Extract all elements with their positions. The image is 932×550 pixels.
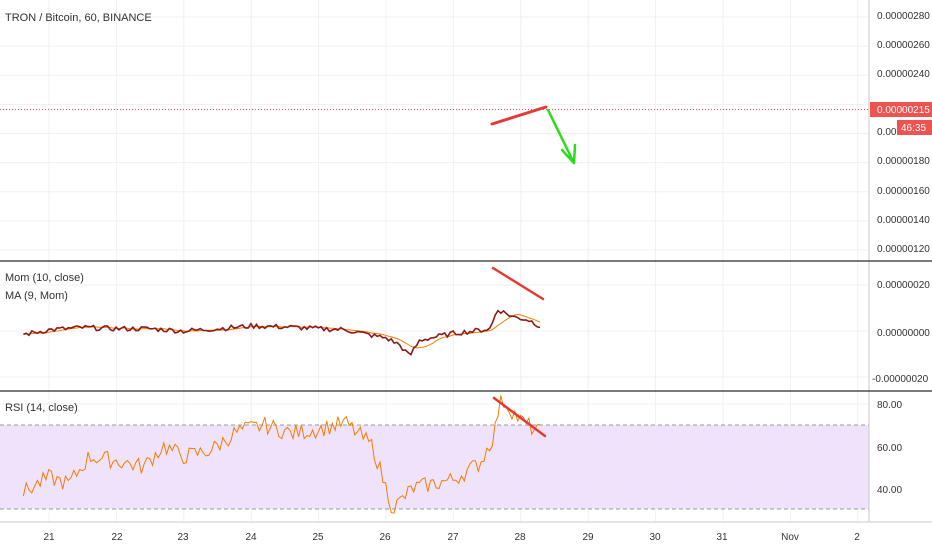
time-tick: 31 — [716, 532, 728, 543]
time-tick: 26 — [379, 532, 391, 543]
price-tick: 0.00000120 — [877, 244, 930, 255]
chart-title: TRON / Bitcoin, 60, BINANCE — [5, 12, 152, 24]
rsi-tick: 80.00 — [877, 400, 902, 411]
mom-axis[interactable]: 0.00000020 0.00000000 -0.00000020 — [872, 280, 930, 385]
time-tick: Nov — [781, 532, 799, 543]
trendline-price — [490, 105, 548, 126]
time-tick: 28 — [514, 532, 526, 543]
time-tick: 29 — [582, 532, 594, 543]
time-tick: 25 — [312, 532, 324, 543]
time-tick: 22 — [111, 532, 123, 543]
time-axis[interactable]: 21 22 23 24 25 26 27 28 29 30 31 Nov 2 — [43, 532, 860, 543]
arrow-down-head-icon — [560, 143, 577, 165]
mom-tick: -0.00000020 — [872, 374, 929, 385]
price-tick: 0.00000260 — [877, 40, 930, 51]
price-tick: 0.00000240 — [877, 69, 930, 80]
trendline-mom — [491, 266, 545, 301]
rsi-title: RSI (14, close) — [5, 402, 78, 414]
rsi-series-line — [22, 395, 541, 514]
time-tick: 2 — [854, 532, 860, 543]
price-tick: 0.00000140 — [877, 215, 930, 226]
rsi-axis[interactable]: 80.00 60.00 40.00 — [877, 400, 902, 496]
ma-title: MA (9, Mom) — [5, 290, 68, 302]
time-tick: 21 — [43, 532, 55, 543]
trendline-rsi — [492, 396, 547, 438]
countdown-label: 46:35 — [901, 123, 926, 134]
arrow-down-shaft — [546, 108, 575, 163]
mom-series-line — [23, 309, 541, 356]
annotation-layer — [490, 105, 577, 438]
price-tick: 0.00000180 — [877, 156, 930, 167]
time-tick: 23 — [177, 532, 189, 543]
rsi-tick: 40.00 — [877, 485, 902, 496]
series-layer — [22, 309, 541, 514]
mom-title: Mom (10, close) — [5, 272, 84, 284]
rsi-band — [0, 425, 869, 509]
mom-tick: 0.00000020 — [877, 280, 930, 291]
time-tick: 30 — [649, 532, 661, 543]
current-price-label: 0.00000215 — [877, 105, 930, 116]
mom-tick: 0.00000000 — [877, 328, 930, 339]
current-price-badge — [870, 102, 932, 117]
rsi-band-layer — [0, 424, 869, 510]
time-tick: 24 — [245, 532, 257, 543]
rsi-tick: 60.00 — [877, 443, 902, 454]
price-tick: 0.00000160 — [877, 186, 930, 197]
price-tick: 0.00000280 — [877, 11, 930, 22]
time-tick: 27 — [447, 532, 459, 543]
countdown-badge — [897, 120, 932, 135]
